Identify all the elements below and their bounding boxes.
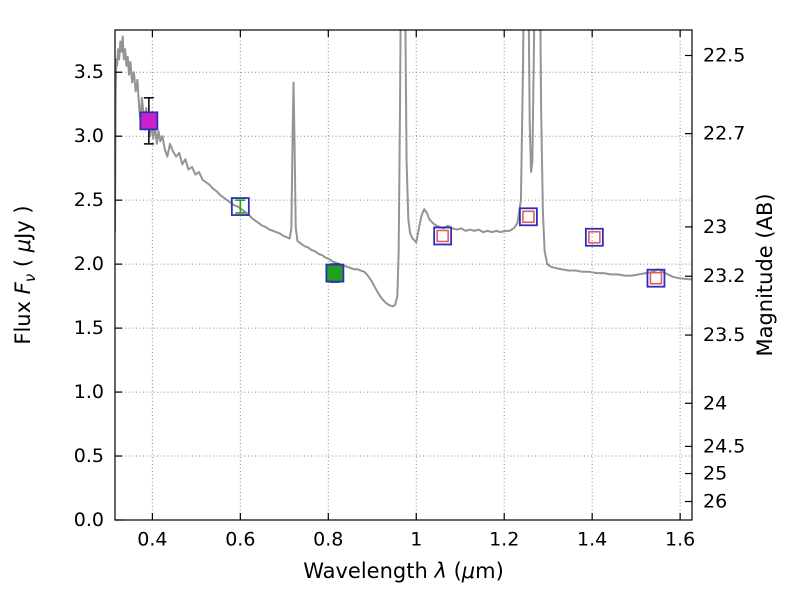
axes-frame [114, 29, 693, 521]
y-tick-label: 0.0 [74, 509, 104, 531]
marker-outer-square [325, 263, 345, 283]
x-tick-label: 0.6 [225, 529, 255, 551]
y2-tick-label: 24 [703, 392, 727, 414]
y-tick-label: 3.5 [74, 61, 104, 83]
photometry-point [433, 226, 453, 246]
y-tick-label: 2.0 [74, 253, 104, 275]
photometry-point [325, 263, 345, 283]
photometry-point [230, 197, 250, 216]
marker-inner-square [649, 271, 663, 285]
x-tick-label: 1.6 [665, 529, 695, 551]
x-tick-label: 0.8 [313, 529, 343, 551]
y2-tick-label: 22.7 [703, 123, 745, 145]
marker-outer-square [518, 207, 538, 227]
y2-tick-label: 25 [703, 463, 727, 485]
x-tick-label: 1 [410, 529, 422, 551]
marker-outer-square [584, 227, 604, 247]
y-tick-label: 0.5 [74, 445, 104, 467]
y-axis-label: Flux Fν ( μJy ) [11, 205, 39, 344]
y2-tick-label: 24.5 [703, 435, 745, 457]
y2-tick-label: 22.5 [703, 44, 745, 66]
marker-inner-square [522, 210, 535, 224]
y2-axis-label: Magnitude (AB) [753, 193, 777, 356]
y2-tick-label: 23.5 [703, 324, 745, 346]
y2-tick-label: 23 [703, 216, 727, 238]
marker-inner-square [436, 229, 449, 243]
x-tick-label: 1.2 [489, 529, 519, 551]
y-tick-label: 2.5 [74, 189, 104, 211]
y-tick-label: 1.0 [74, 381, 104, 403]
ticks: 0.4 0.6 0.8 1 1.2 1.4 1.6 0.0 0.5 1.0 1.5 2.0 2.5 3.0… [74, 30, 745, 551]
marker-outer-square [230, 197, 250, 216]
x-tick-label: 0.4 [137, 529, 167, 551]
photometry-point [139, 97, 159, 145]
photometry-point [584, 227, 604, 247]
photometry-point [518, 207, 538, 227]
x-axis-label: Wavelength λ (μm) [303, 559, 504, 583]
marker-inner-square [588, 230, 601, 244]
marker-outer-square [646, 268, 666, 288]
photometry-points [139, 97, 666, 288]
y2-tick-label: 23.2 [703, 265, 745, 287]
marker-outer-square [433, 226, 453, 246]
y-tick-label: 3.0 [74, 125, 104, 147]
photometry-point [646, 268, 666, 288]
x-tick-label: 1.4 [577, 529, 607, 551]
y-tick-label: 1.5 [74, 317, 104, 339]
marker-outer-square [139, 111, 159, 131]
y2-tick-label: 26 [703, 491, 727, 513]
